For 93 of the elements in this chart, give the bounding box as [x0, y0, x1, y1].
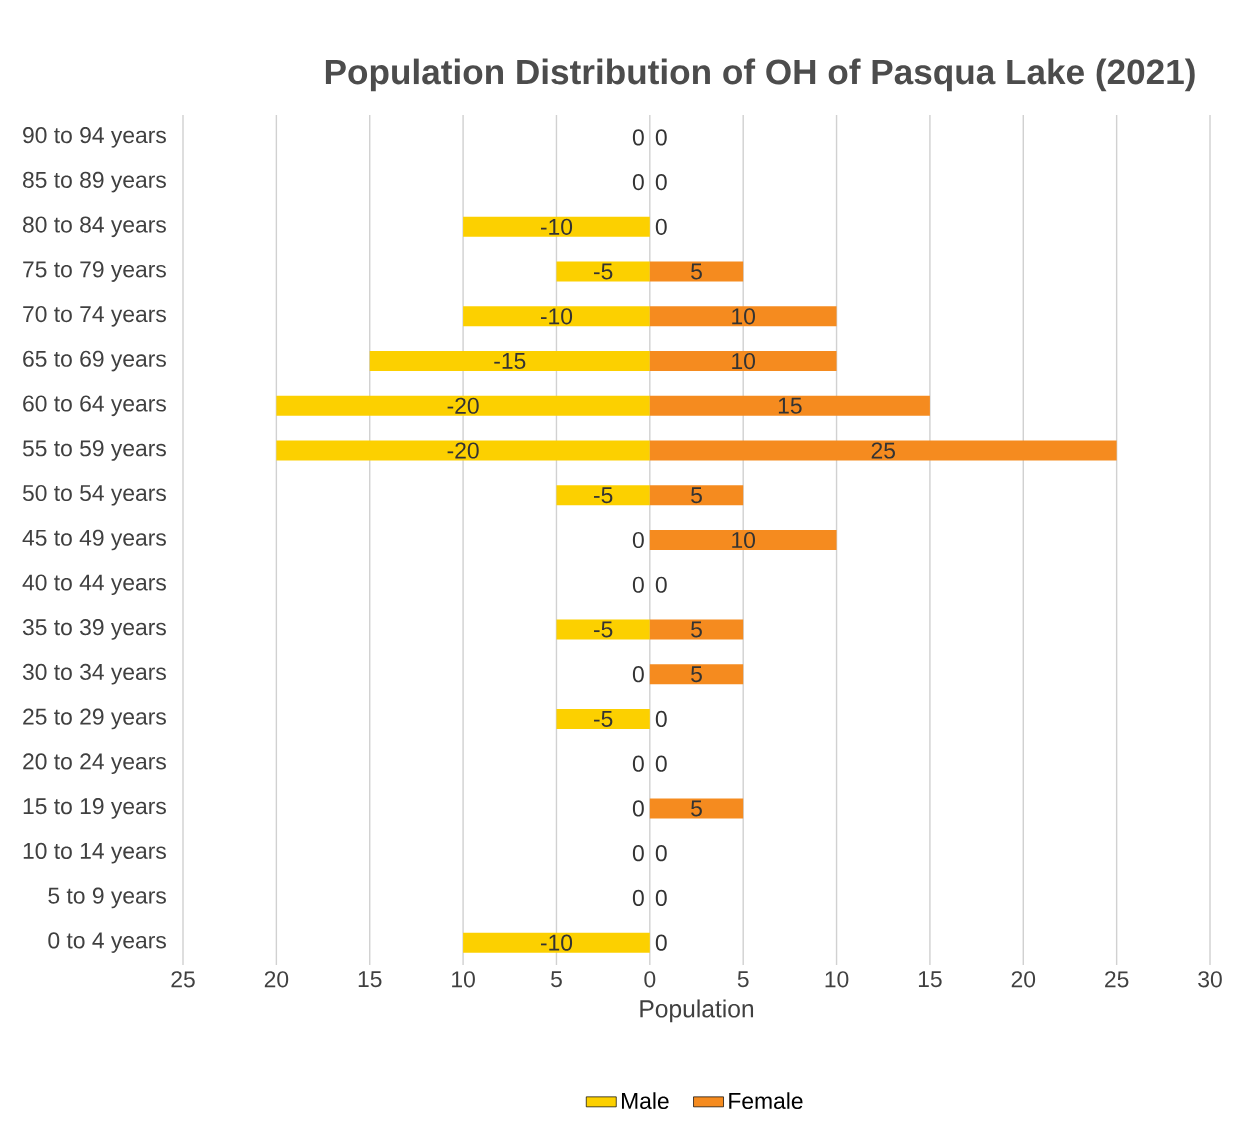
x-axis-title: Population	[640, 999, 754, 1023]
data-label: 10	[732, 308, 756, 325]
bar	[556, 261, 650, 282]
data-label: 0	[632, 129, 644, 146]
data-label: 5	[691, 800, 702, 817]
x-tick-label: 25	[171, 971, 195, 988]
x-tick-label: 15	[358, 971, 382, 988]
data-label: 0	[632, 889, 644, 906]
data-label: 0	[632, 576, 644, 593]
data-label: 5	[691, 621, 702, 638]
data-label: -5	[594, 263, 613, 280]
data-label: -5	[594, 710, 613, 727]
data-label: 10	[732, 352, 756, 370]
y-tick-label: 10 to 14 years	[23, 842, 166, 864]
bar	[649, 261, 744, 282]
data-label: 0	[632, 845, 644, 862]
data-label: 0	[655, 889, 667, 906]
bar	[649, 306, 837, 327]
data-label: -10	[540, 934, 573, 951]
y-tick-label: 35 to 39 years	[22, 619, 166, 640]
bar	[649, 798, 744, 819]
x-tick-label: 10	[452, 971, 475, 988]
data-label: -15	[494, 353, 526, 370]
bar	[556, 485, 650, 506]
bar	[276, 440, 650, 461]
x-tick-label: 5	[737, 971, 749, 988]
y-tick-label: 90 to 94 years	[23, 127, 166, 148]
data-label: 0	[632, 755, 644, 772]
y-tick-label: 0 to 4 years	[48, 932, 166, 953]
data-label: 0	[632, 666, 644, 683]
y-tick-label: 30 to 34 years	[22, 663, 166, 685]
y-tick-label: 65 to 69 years	[23, 350, 166, 372]
data-label: 0	[632, 531, 644, 549]
bar	[463, 932, 650, 953]
data-label: -5	[594, 621, 613, 638]
x-tick-label: 25	[1105, 971, 1129, 988]
data-label: 0	[655, 755, 667, 772]
y-tick-label: 70 to 74 years	[23, 305, 166, 327]
data-label: 0	[632, 174, 644, 191]
data-label: 15	[778, 397, 802, 414]
bar	[649, 530, 837, 550]
data-label: -5	[594, 487, 613, 504]
data-label: 0	[655, 934, 667, 951]
bar	[649, 351, 837, 372]
data-label: 5	[691, 263, 702, 280]
bar	[649, 664, 744, 685]
bar	[649, 485, 744, 506]
x-tick-label: 30	[1198, 971, 1222, 988]
y-tick-label: 80 to 84 years	[23, 216, 166, 238]
bar	[369, 351, 650, 372]
bar	[276, 395, 650, 416]
data-label: 0	[655, 218, 667, 235]
data-label: 0	[655, 129, 667, 146]
legend-label: Female	[729, 1092, 803, 1110]
data-label: 5	[691, 666, 702, 683]
y-tick-label: 45 to 49 years	[22, 529, 166, 551]
y-tick-label: 15 to 19 years	[23, 798, 166, 819]
bar	[649, 619, 744, 640]
x-tick-label: 0	[644, 971, 656, 988]
data-label: 5	[691, 487, 702, 504]
data-label: 0	[655, 710, 667, 728]
x-tick-label: 15	[918, 971, 942, 988]
bar	[649, 395, 930, 416]
bar	[556, 619, 650, 640]
bar	[649, 440, 1117, 461]
data-label: 25	[871, 442, 895, 459]
data-label: 0	[655, 845, 667, 862]
y-tick-label: 85 to 89 years	[23, 171, 166, 193]
y-tick-label: 50 to 54 years	[22, 484, 166, 506]
data-label: 0	[655, 174, 667, 191]
bar	[556, 708, 650, 729]
y-tick-label: 55 to 59 years	[22, 440, 166, 461]
data-label: -20	[447, 442, 479, 459]
x-tick-label: 5	[551, 971, 562, 988]
y-tick-label: 20 to 24 years	[23, 753, 166, 775]
y-tick-label: 40 to 44 years	[22, 574, 166, 596]
x-tick-label: 20	[1011, 971, 1036, 988]
data-label: -10	[540, 218, 573, 235]
y-tick-label: 5 to 9 years	[48, 887, 166, 909]
data-label: -10	[540, 308, 573, 325]
legend-label: Male	[622, 1092, 669, 1110]
x-tick-label: 20	[264, 971, 289, 988]
x-tick-label: 10	[825, 971, 849, 988]
y-tick-label: 25 to 29 years	[23, 708, 166, 730]
y-tick-label: 75 to 79 years	[23, 261, 166, 282]
data-label: -20	[447, 397, 479, 414]
bar	[463, 216, 650, 237]
data-label: 10	[732, 531, 756, 549]
bar	[463, 306, 650, 327]
chart-title: Population Distribution of OH of Pasqua Lake (2021)	[325, 58, 1195, 92]
data-label: 0	[632, 800, 644, 817]
y-tick-label: 60 to 64 years	[23, 395, 166, 417]
data-label: 0	[655, 576, 667, 593]
